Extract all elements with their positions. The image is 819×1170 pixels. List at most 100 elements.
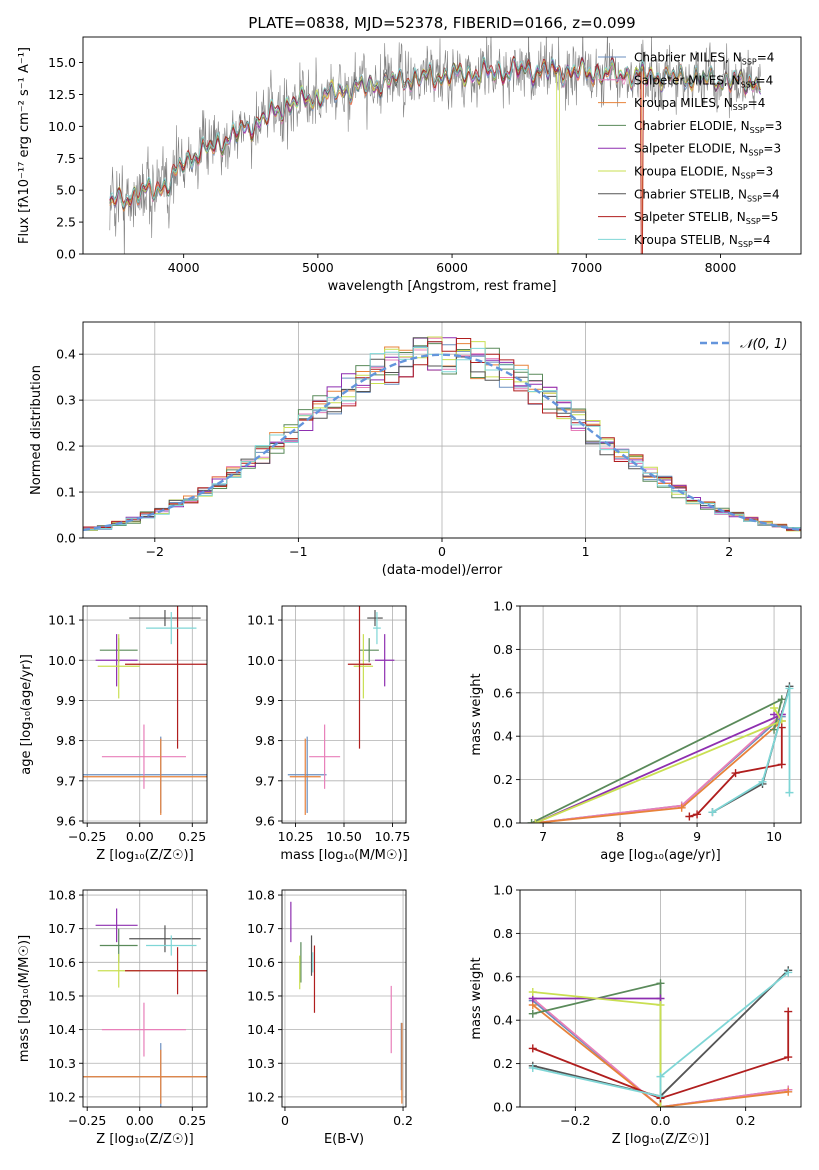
axes-frame [82,889,208,1108]
axes-frame [82,36,802,255]
y-tick-label: 10.7 [247,921,275,936]
x-axis-label: Z [log₁₀(Z/Z☉)] [96,848,193,863]
weight-vs-metallicity-panel: −0.2 0.0 0.2 0.0 0.2 0.4 0.6 0.8 1.0 Z [log₁₀(Z/Z… [469,883,802,1147]
weight-marker [528,1009,537,1018]
legend-model: Salpeter STELIB [634,210,729,224]
plot-area [287,606,395,815]
y-axis-label: age [log₁₀(age/yr)] [19,654,34,775]
y-axis-label: Flux [fλ10⁻¹⁷ erg cm⁻² s⁻¹ A⁻¹] [17,47,32,244]
y-tick-label: 2.5 [56,215,76,230]
y-tick-label: 0.0 [493,1100,513,1115]
x-tick-label: 0.25 [178,1113,206,1128]
y-tick-label: 1.0 [493,599,513,614]
legend-model: Chabrier STELIB [634,187,730,201]
y-tick-label: 9.9 [56,693,76,708]
x-tick-label: 0.00 [126,829,154,844]
y-tick-label: 12.5 [48,87,76,102]
weight-vs-age-panel: 7 8 9 10 0.0 0.2 0.4 0.6 0.8 1.0 age [log₁₀(age/yr… [469,599,802,863]
errorbar-kroupa-stelib [146,935,197,956]
legend-entry: Chabrier ELODIE, NSSP=3 [634,119,782,135]
legend-n: 3 [773,142,781,156]
x-tick-label: 10.75 [375,829,411,844]
errorbar-kroupa-stelib [373,612,381,645]
x-tick-label: 8 [616,829,624,844]
weight-marker [784,1087,793,1096]
y-tick-label: 9.6 [56,813,76,828]
errorbar-kroupa-miles [83,1049,207,1104]
legend-entry: Salpeter ELODIE, NSSP=3 [634,142,781,158]
y-tick-label: 0.0 [56,247,76,262]
legend-n: 5 [771,210,779,224]
x-tick-label: −0.25 [68,1113,106,1128]
errorbar-kroupa-elodie [97,634,140,699]
weight-marker [758,777,767,786]
weight-marker [777,760,786,769]
y-tick-label: 15.0 [48,55,76,70]
y-tick-label: 10.8 [48,888,76,903]
y-tick-label: 0.6 [493,685,513,700]
weight-series-kroupa-stelib [708,684,794,817]
weight-marker [528,1063,537,1072]
figure-title: PLATE=0838, MJD=52378, FIBERID=0166, z=0… [248,14,635,32]
y-tick-label: 9.7 [56,773,76,788]
x-tick-label: −0.2 [560,1113,590,1128]
weight-marker [784,1053,793,1062]
y-tick-label: 0.6 [493,969,513,984]
x-tick-label: 1 [582,544,590,559]
age-vs-mass-panel: 10.25 10.50 10.75 9.6 9.7 9.8 9.9 10.0 10.1 mass … [247,605,411,863]
legend-model: Salpeter ELODIE [634,142,732,156]
plot-area [109,37,761,254]
y-tick-label: 10.0 [48,119,76,134]
legend-model: Kroupa MILES [634,96,716,110]
axes-frame [82,605,208,824]
errorbar-chabrier-elodie [359,638,379,663]
weight-marker [656,1103,665,1107]
weight-series-kroupa-stelib [528,968,793,1101]
x-tick-label: 2 [725,544,733,559]
y-tick-label: 9.9 [255,693,275,708]
errorbar-salpeter-stelib [347,606,372,749]
x-tick-label: 0 [438,544,446,559]
legend-model: Chabrier MILES [634,51,725,65]
x-tick-label: 7000 [570,260,602,275]
weight-marker [785,684,794,693]
legend-entry: Chabrier STELIB, NSSP=4 [634,187,780,203]
x-tick-label: 0.25 [178,829,206,844]
weight-marker [528,1044,537,1053]
model-line-kroupa-stelib [109,56,761,207]
legend-n: 3 [775,119,783,133]
y-tick-label: 10.0 [247,653,275,668]
y-tick-label: 10.5 [48,988,76,1003]
plot-area [528,966,793,1107]
weight-marker [784,968,793,977]
y-tick-label: 10.7 [48,921,76,936]
y-tick-label: 0.2 [493,1056,513,1071]
plot-area [83,606,207,815]
y-tick-label: 10.1 [48,613,76,628]
errorbar-kroupa-stelib [146,612,197,645]
normal-reference-curve [83,353,801,532]
plot-area [290,901,403,1104]
errorbar-salpeter-stelib [125,947,207,995]
legend-n: 4 [767,51,775,65]
axes-frame [519,605,802,824]
y-tick-label: 10.2 [247,1089,275,1104]
x-tick-label: 9 [693,829,701,844]
legend-n: 4 [758,96,766,110]
weight-marker [677,803,686,812]
x-tick-label: 4000 [168,260,200,275]
x-axis-label: E(B-V) [324,1132,364,1147]
y-tick-label: 7.5 [56,151,76,166]
y-axis-label: mass [log₁₀(M/M☉)] [17,935,32,1062]
legend-n: 4 [772,187,780,201]
x-axis-label: age [log₁₀(age/yr)] [600,848,721,863]
errorbar-salpeter-miles [101,1002,186,1057]
x-axis-label: mass [log₁₀(M/M☉)] [280,848,407,863]
weight-marker [528,987,537,996]
legend-entry-normal: 𝒩(0, 1) [740,337,787,352]
weight-marker [785,788,794,797]
x-tick-label: −0.25 [68,829,106,844]
y-tick-label: 9.7 [255,773,275,788]
y-tick-label: 10.3 [247,1056,275,1071]
